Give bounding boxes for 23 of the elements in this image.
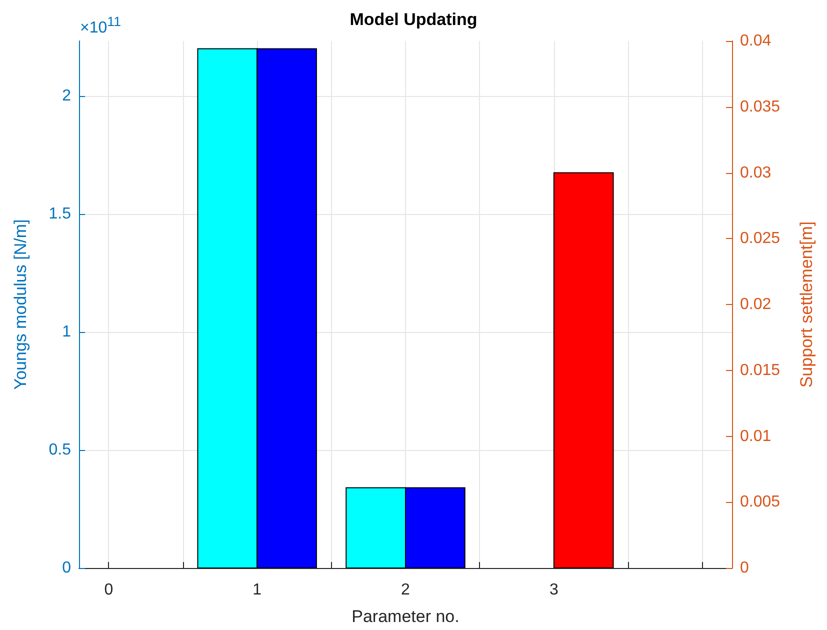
- y-tick-label: 1: [62, 323, 72, 340]
- text: ×10$^{11}$: [80, 14, 121, 38]
- x-tick-label: 3: [549, 582, 558, 598]
- y2-tick-label: 0.02: [740, 296, 772, 313]
- y-tick-label: 0.5: [48, 441, 72, 458]
- y2-tick-label: 0.04: [740, 32, 772, 50]
- y2-tick-label: 0.01: [740, 428, 772, 445]
- y2-tick-label: 0.025: [740, 230, 780, 248]
- x-axis-title: Parameter no.: [352, 607, 460, 626]
- y2-axis-title: Support settlement[m]: [797, 221, 816, 388]
- y2-tick-label: 0.035: [740, 98, 780, 116]
- y2-tick-label: 0.03: [740, 164, 772, 182]
- y-axis-title: Youngs modulus [N/m]: [11, 219, 30, 390]
- y2-tick-label: 0.005: [740, 494, 780, 511]
- y-tick-label: 0: [62, 560, 72, 576]
- chart-title: Model Updating: [350, 10, 478, 29]
- x-tick-label: 0: [104, 582, 114, 598]
- y-tick-label: 2: [62, 87, 72, 104]
- x-tick-label: 2: [401, 582, 410, 598]
- y2-tick-label: 0: [740, 560, 749, 576]
- y2-tick-label: 0.015: [740, 362, 780, 379]
- y-tick-label: 1.5: [48, 205, 72, 222]
- x-tick-label: 1: [252, 582, 262, 598]
